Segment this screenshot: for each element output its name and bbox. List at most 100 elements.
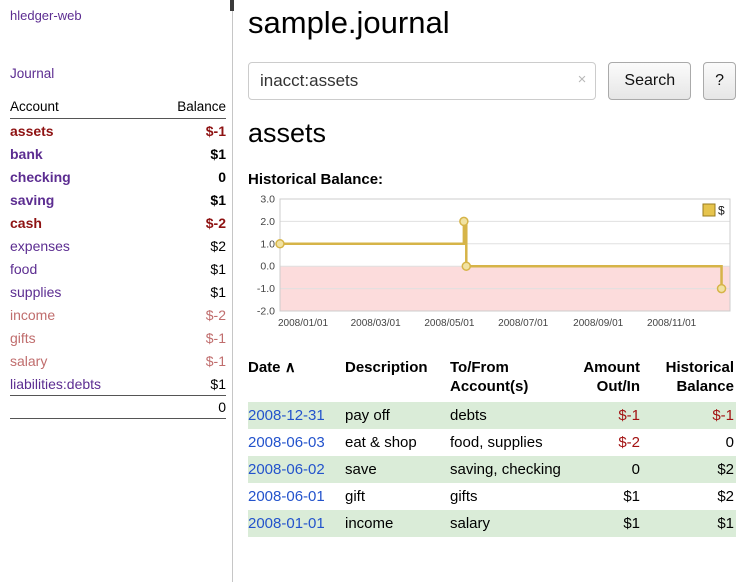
account-balance-saving: $1 bbox=[210, 191, 226, 208]
account-link-checking[interactable]: checking bbox=[10, 168, 71, 185]
account-balance-cash: $-2 bbox=[205, 214, 226, 231]
account-row: supplies $1 bbox=[10, 280, 226, 303]
svg-text:2008/07/01: 2008/07/01 bbox=[498, 318, 548, 329]
register-header-row: Date ∧ Description To/From Account(s) Am… bbox=[248, 356, 736, 402]
account-balance-supplies: $1 bbox=[210, 283, 226, 300]
account-link-bank[interactable]: bank bbox=[10, 145, 43, 162]
account-row: salary $-1 bbox=[10, 349, 226, 372]
account-balance-checking: 0 bbox=[218, 168, 226, 185]
register-description: save bbox=[345, 461, 377, 478]
register-balance: $-1 bbox=[712, 407, 734, 424]
register-amount: $1 bbox=[623, 515, 640, 532]
account-row: expenses $2 bbox=[10, 234, 226, 257]
journal-link[interactable]: Journal bbox=[10, 66, 55, 81]
register-accounts: salary bbox=[450, 515, 491, 532]
register-accounts: gifts bbox=[450, 488, 478, 505]
register-balance: 0 bbox=[725, 434, 734, 451]
accounts-total-row: 0 bbox=[10, 395, 226, 419]
account-balance-bank: $1 bbox=[210, 145, 226, 162]
account-balance-food: $1 bbox=[210, 260, 226, 277]
main-content: sample.journal × Search ? assets Histori… bbox=[248, 0, 736, 537]
chart-title: Historical Balance: bbox=[248, 171, 384, 188]
register-description: gift bbox=[345, 488, 366, 505]
account-balance-expenses: $2 bbox=[210, 237, 226, 254]
svg-text:-1.0: -1.0 bbox=[257, 283, 275, 295]
account-row: assets $-1 bbox=[10, 119, 226, 143]
register-balance: $1 bbox=[717, 515, 734, 532]
account-link-salary[interactable]: salary bbox=[10, 352, 48, 369]
svg-text:2008/03/01: 2008/03/01 bbox=[351, 318, 401, 329]
register-balance: $2 bbox=[717, 488, 734, 505]
register-description: income bbox=[345, 515, 394, 532]
account-row: gifts $-1 bbox=[10, 326, 226, 349]
register-row: 2008-06-02 save saving, checking 0 $2 bbox=[248, 456, 736, 483]
svg-text:2008/01/01: 2008/01/01 bbox=[278, 318, 328, 329]
accounts-header-row: Account Balance bbox=[10, 97, 226, 119]
register-date-link[interactable]: 2008-06-02 bbox=[248, 461, 325, 478]
page-title: sample.journal bbox=[248, 5, 450, 40]
account-balance-liabilities-debts: $1 bbox=[210, 375, 226, 392]
register-accounts: debts bbox=[450, 407, 487, 424]
register-row: 2008-01-01 income salary $1 $1 bbox=[248, 510, 736, 537]
search-input[interactable] bbox=[248, 62, 597, 100]
search-button[interactable]: Search bbox=[608, 62, 692, 100]
account-link-assets[interactable]: assets bbox=[10, 122, 54, 139]
register-description: eat & shop bbox=[345, 434, 417, 451]
col-header-amount: Amount Out/In bbox=[583, 359, 640, 395]
account-balance-assets: $-1 bbox=[205, 122, 226, 139]
svg-text:3.0: 3.0 bbox=[260, 194, 275, 206]
account-balance-gifts: $-1 bbox=[205, 329, 226, 346]
register-accounts: food, supplies bbox=[450, 434, 543, 451]
accounts-header-account: Account bbox=[10, 97, 151, 119]
register-date-link[interactable]: 2008-06-01 bbox=[248, 488, 325, 505]
register-amount: 0 bbox=[631, 461, 640, 478]
svg-text:2.0: 2.0 bbox=[260, 216, 275, 228]
account-link-cash[interactable]: cash bbox=[10, 214, 42, 231]
col-header-balance: Historical Balance bbox=[665, 359, 734, 395]
col-header-description: Description bbox=[345, 359, 428, 376]
svg-text:2008/09/01: 2008/09/01 bbox=[573, 318, 623, 329]
register-date-link[interactable]: 2008-12-31 bbox=[248, 407, 325, 424]
search-bar: × Search ? bbox=[248, 62, 736, 100]
clear-search-icon[interactable]: × bbox=[577, 71, 587, 88]
register-date-link[interactable]: 2008-01-01 bbox=[248, 515, 325, 532]
col-header-accounts: To/From Account(s) bbox=[450, 359, 529, 395]
account-row: food $1 bbox=[10, 257, 226, 280]
svg-text:-2.0: -2.0 bbox=[257, 306, 275, 318]
svg-text:1.0: 1.0 bbox=[260, 238, 275, 250]
register-amount: $1 bbox=[623, 488, 640, 505]
register-row: 2008-06-03 eat & shop food, supplies $-2… bbox=[248, 429, 736, 456]
account-heading: assets bbox=[248, 118, 327, 148]
register-accounts: saving, checking bbox=[450, 461, 561, 478]
account-link-supplies[interactable]: supplies bbox=[10, 283, 62, 300]
accounts-header-balance: Balance bbox=[150, 97, 226, 119]
accounts-table: Account Balance assets $-1 bank $1 check… bbox=[10, 97, 226, 419]
account-link-gifts[interactable]: gifts bbox=[10, 329, 36, 346]
account-balance-salary: $-1 bbox=[205, 352, 226, 369]
account-row: income $-2 bbox=[10, 303, 226, 326]
account-row: bank $1 bbox=[10, 142, 226, 165]
register-row: 2008-06-01 gift gifts $1 $2 bbox=[248, 483, 736, 510]
sidebar: hledger-web Journal Account Balance asse… bbox=[0, 0, 232, 419]
help-button[interactable]: ? bbox=[703, 62, 736, 100]
account-link-expenses[interactable]: expenses bbox=[10, 237, 70, 254]
divider-notch bbox=[230, 0, 234, 11]
account-link-liabilities-debts[interactable]: liabilities:debts bbox=[10, 375, 102, 392]
account-row: cash $-2 bbox=[10, 211, 226, 234]
account-link-income[interactable]: income bbox=[10, 306, 56, 323]
register-amount: $-1 bbox=[618, 407, 640, 424]
sidebar-divider bbox=[232, 0, 233, 582]
svg-text:0.0: 0.0 bbox=[260, 261, 275, 273]
account-link-saving[interactable]: saving bbox=[10, 191, 55, 208]
app-title-link[interactable]: hledger-web bbox=[10, 8, 82, 23]
account-balance-income: $-2 bbox=[205, 306, 226, 323]
register-description: pay off bbox=[345, 407, 390, 424]
register-amount: $-2 bbox=[618, 434, 640, 451]
register-row: 2008-12-31 pay off debts $-1 $-1 bbox=[248, 402, 736, 429]
register-balance: $2 bbox=[717, 461, 734, 478]
col-header-date[interactable]: Date ∧ bbox=[248, 359, 296, 376]
account-row: checking 0 bbox=[10, 165, 226, 188]
register-date-link[interactable]: 2008-06-03 bbox=[248, 434, 325, 451]
account-link-food[interactable]: food bbox=[10, 260, 38, 277]
